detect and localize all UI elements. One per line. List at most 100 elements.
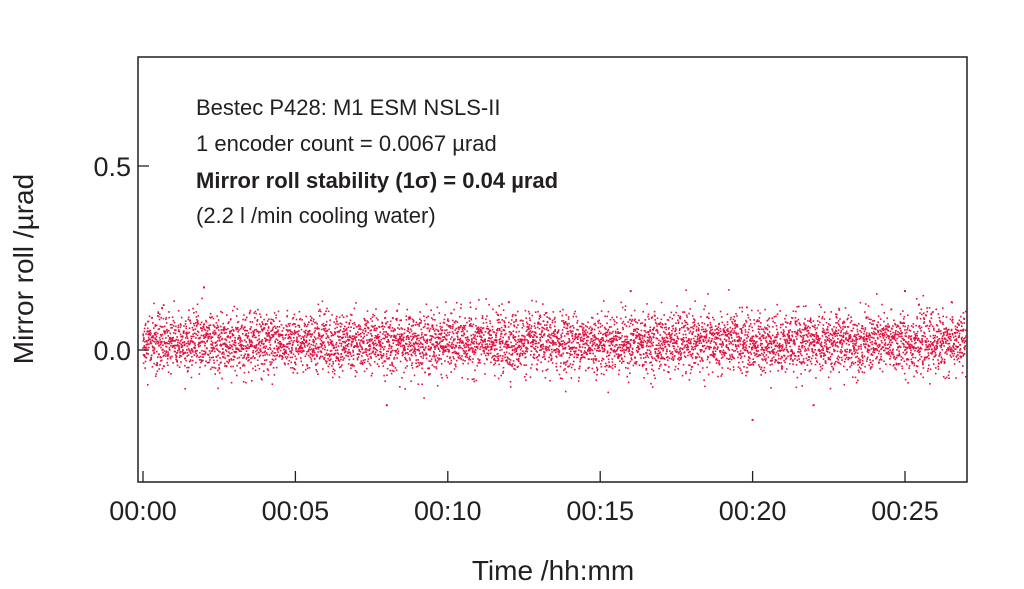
data-point [715,358,718,360]
data-point [176,351,179,354]
data-point [380,353,382,356]
data-point [723,351,725,354]
data-point [336,320,338,323]
data-point [405,315,408,317]
data-point [541,344,543,346]
data-point [636,322,639,324]
data-point [187,316,190,319]
data-point [455,365,457,368]
data-point [206,340,208,343]
data-point [262,354,264,357]
data-point [319,308,321,311]
data-point [144,322,147,325]
data-point [506,359,508,361]
data-point [224,365,226,367]
data-point [673,342,676,344]
data-point [175,338,178,341]
data-point [269,361,271,363]
data-point [195,352,197,355]
data-point [631,351,633,353]
data-point [744,346,747,348]
data-point [575,353,578,356]
data-point [389,324,392,326]
data-point [727,348,730,350]
data-point [362,363,364,365]
data-point [646,354,648,357]
data-point [182,336,184,338]
data-point [184,357,187,360]
data-point [195,337,197,339]
data-point [747,314,749,316]
data-point [524,336,526,338]
data-point [664,339,666,342]
data-point [315,347,318,350]
data-point [708,340,710,342]
data-point [356,344,358,347]
data-point [202,359,204,362]
data-point [481,336,483,339]
data-point [364,330,367,333]
data-point [363,370,366,373]
data-point [410,349,412,352]
data-point [557,350,559,353]
data-point [678,351,680,354]
data-point [624,309,626,311]
data-point [318,327,320,330]
data-point [438,357,441,360]
data-point [145,343,148,346]
data-point [495,341,498,343]
data-point [628,350,631,352]
data-point [679,350,681,352]
data-point [704,339,707,342]
data-point [205,332,208,334]
data-point [196,321,198,324]
data-point [326,336,329,338]
data-point [483,346,485,349]
data-point [370,325,373,327]
data-point [166,330,168,332]
data-point [592,343,595,346]
data-point [292,341,294,344]
data-point [658,347,660,350]
data-point [232,309,234,312]
data-point [538,354,540,357]
data-point [705,337,707,339]
data-point [313,331,315,334]
data-point [323,341,325,343]
data-point [185,332,187,335]
data-point [345,321,348,323]
data-point [485,298,487,300]
data-point [648,337,650,339]
data-point [544,324,546,326]
data-point [169,332,171,335]
data-point [397,344,400,346]
data-point [332,368,335,370]
data-point [607,391,609,394]
data-point [438,348,440,351]
data-point [349,335,351,337]
data-point [358,324,360,326]
data-point [539,338,541,341]
data-point [350,345,353,347]
data-point [469,343,472,346]
data-point [739,328,741,330]
data-point [481,315,484,317]
data-point [265,338,267,340]
data-point [656,348,658,350]
data-point [709,354,712,356]
data-point [219,351,221,353]
data-point [234,369,236,372]
data-point [264,323,267,325]
data-point [745,321,748,323]
data-point [289,333,292,335]
data-point [742,324,745,326]
data-point [302,337,305,339]
data-point [745,347,747,349]
data-point [175,329,177,331]
data-point [418,334,420,337]
data-point [531,314,534,317]
data-point [659,365,661,367]
data-point [233,305,236,308]
data-point [576,320,579,322]
data-point [657,323,660,325]
